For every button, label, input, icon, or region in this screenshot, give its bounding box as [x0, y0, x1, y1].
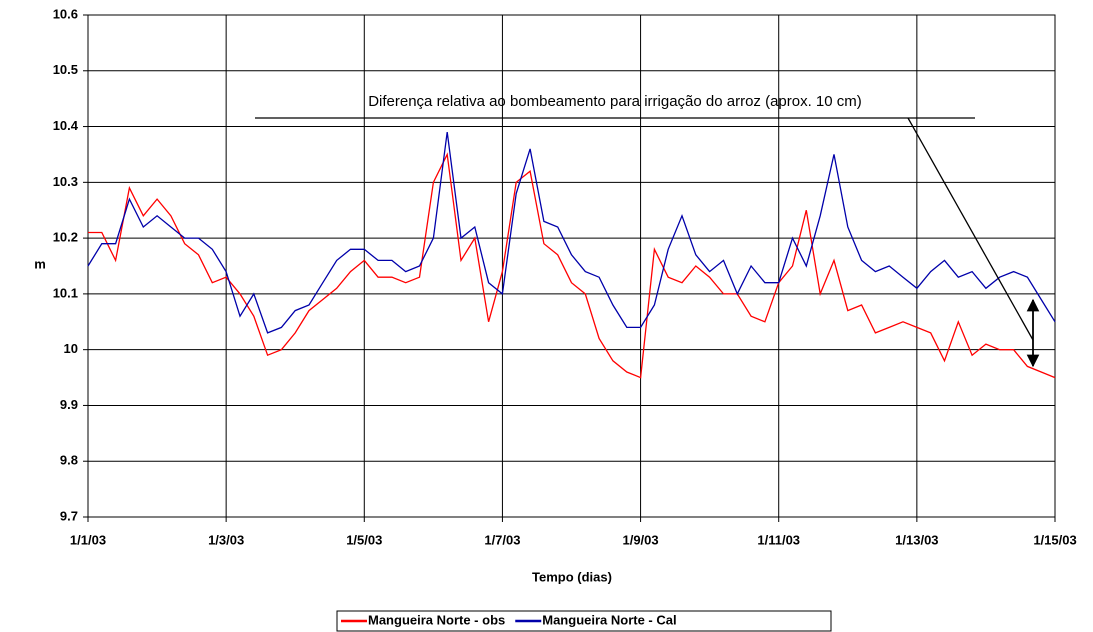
plot-area [87, 14, 1056, 518]
y-axis-label: m [34, 256, 46, 271]
y-tick-label: 9.9 [60, 397, 78, 412]
y-tick-label: 10.6 [53, 6, 78, 21]
legend-label: Mangueira Norte - obs [368, 612, 505, 627]
y-tick-label: 9.8 [60, 453, 78, 468]
y-tick-label: 10 [64, 341, 78, 356]
data-line [88, 152, 1056, 379]
y-tick-label: 10.1 [53, 285, 78, 300]
x-tick-label: 1/3/03 [208, 532, 244, 547]
y-tick-label: 10.2 [53, 230, 78, 245]
x-tick-label: 1/5/03 [346, 532, 382, 547]
legend-label: Mangueira Norte - Cal [542, 612, 676, 627]
annotation: Diferença relativa ao bombeamento para i… [368, 93, 862, 110]
data-line [87, 132, 1056, 334]
y-tick-label: 10.3 [53, 174, 78, 189]
y-tick-label: 10.4 [53, 118, 79, 133]
x-tick-label: 1/1/03 [70, 532, 106, 547]
annotation-leader [907, 117, 1034, 341]
x-tick-label: 1/11/03 [757, 532, 800, 547]
x-axis-label: Tempo (dias) [532, 569, 612, 584]
y-tick-label: 10.5 [53, 62, 78, 77]
x-tick-label: 1/13/03 [895, 532, 938, 547]
y-tick-label: 9.7 [60, 508, 78, 523]
legend-box [336, 610, 832, 632]
x-tick-label: 1/15/03 [1033, 532, 1076, 547]
x-tick-label: 1/9/03 [622, 532, 658, 547]
x-tick-label: 1/7/03 [484, 532, 520, 547]
